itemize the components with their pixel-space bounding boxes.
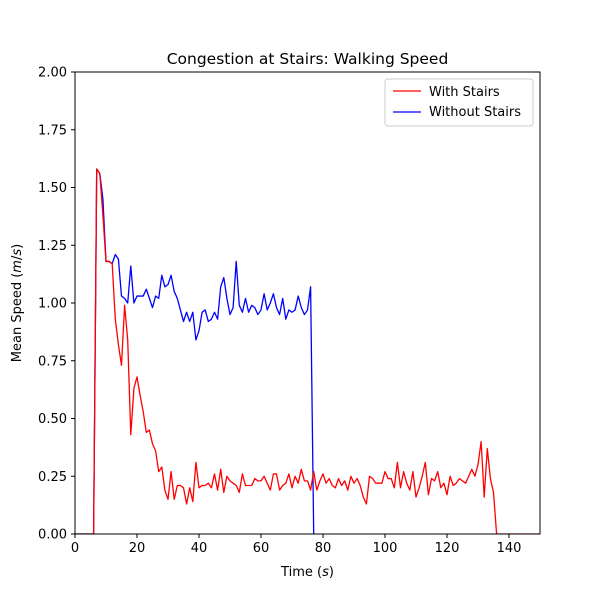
- y-tick-label: 0.25: [38, 470, 67, 485]
- series-line-without-stairs: [75, 168, 315, 534]
- series-line-with-stairs: [75, 168, 540, 534]
- series-layer: [75, 168, 540, 534]
- legend-box: [384, 78, 534, 127]
- y-axis: 0.00 0.25 0.50 0.75 1.00 1.25 1.50 1.75 2.00: [38, 66, 75, 543]
- y-tick-label: 0.00: [38, 528, 67, 543]
- y-tick-label: 1.75: [38, 123, 67, 138]
- x-tick-label: 120: [435, 541, 460, 556]
- y-tick-label: 0.75: [38, 354, 67, 369]
- y-tick-label: 1.50: [38, 181, 67, 196]
- legend-label-with-stairs: With Stairs: [429, 85, 500, 100]
- y-tick-label: 2.00: [38, 66, 67, 81]
- y-tick-label: 0.50: [38, 412, 67, 427]
- x-tick-label: 100: [373, 541, 398, 556]
- y-tick-label: 1.25: [38, 239, 67, 254]
- chart-title: Congestion at Stairs: Walking Speed: [167, 50, 449, 68]
- legend-label-without-stairs: Without Stairs: [429, 105, 521, 120]
- x-axis: 0 20 40 60 80 100 120 140: [71, 534, 522, 556]
- x-tick-label: 60: [253, 541, 270, 556]
- x-axis-label: Time (s): [280, 565, 334, 580]
- y-axis-label: Mean Speed (m/s): [10, 244, 25, 362]
- x-tick-label: 20: [129, 541, 146, 556]
- legend: With Stairs Without Stairs: [384, 78, 534, 127]
- y-tick-label: 1.00: [38, 297, 67, 312]
- x-tick-label: 40: [191, 541, 208, 556]
- x-tick-label: 140: [497, 541, 522, 556]
- x-tick-label: 0: [71, 541, 79, 556]
- x-tick-label: 80: [315, 541, 332, 556]
